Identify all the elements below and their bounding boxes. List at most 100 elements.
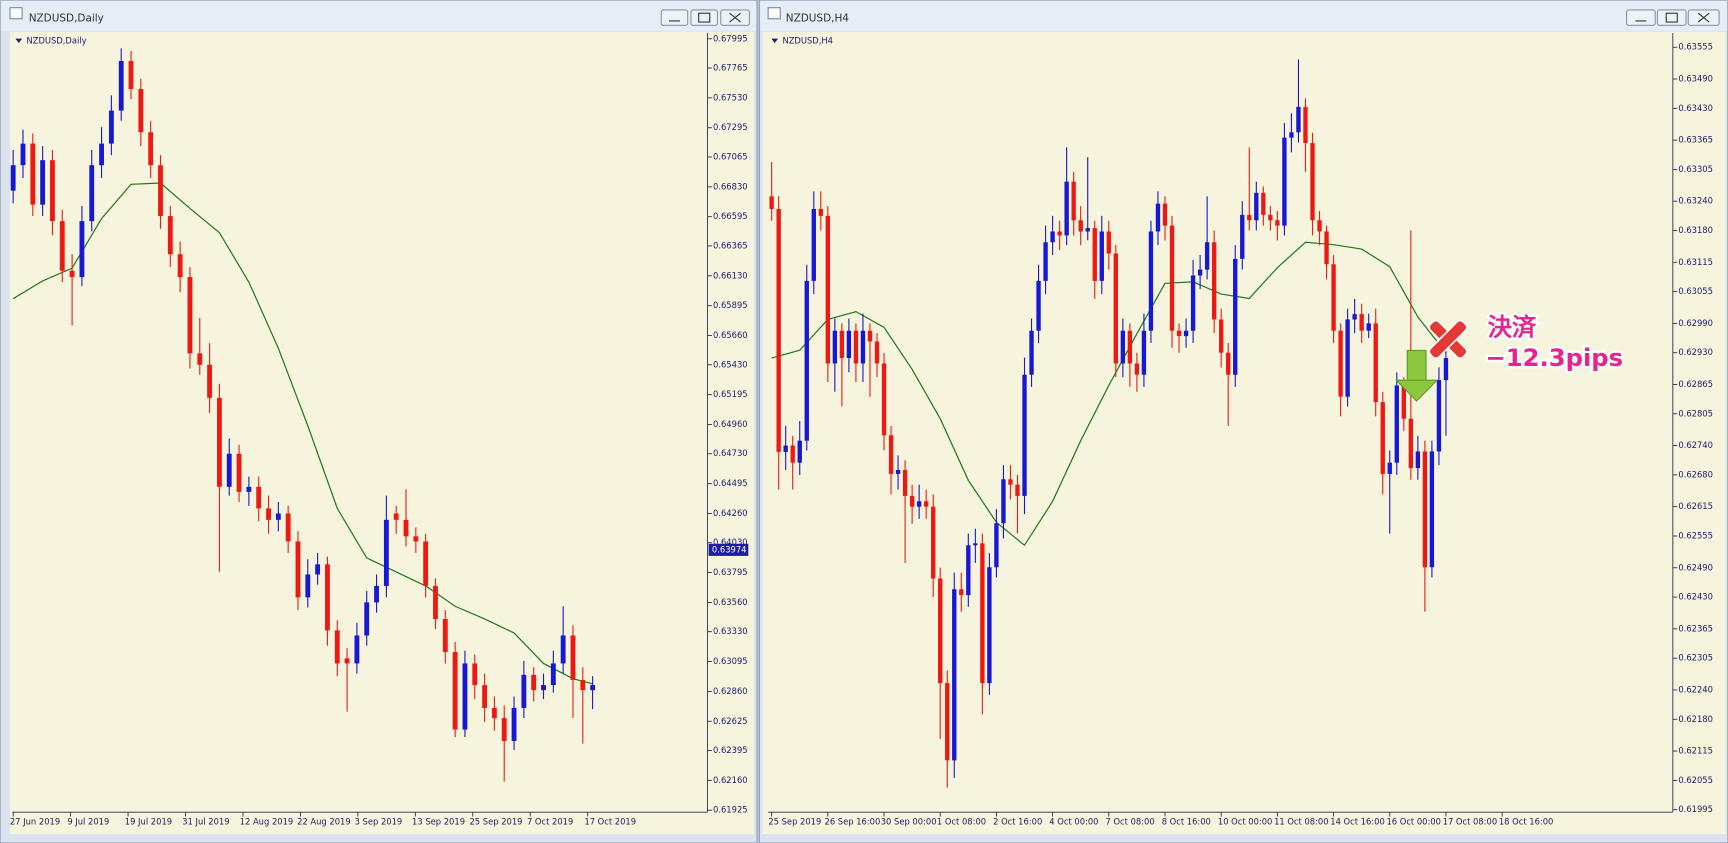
candle-body — [987, 567, 992, 684]
candle-body — [550, 663, 556, 686]
y-tick-label: 0.62615 — [1678, 501, 1713, 511]
candle-body — [285, 513, 291, 542]
candle-body — [931, 506, 936, 579]
candle-body — [769, 196, 774, 210]
trade-annotation: −12.3pips — [1486, 343, 1624, 372]
candle-body — [1408, 418, 1414, 469]
moving-average — [771, 241, 1447, 547]
x-tick-label: 13 Sep 2019 — [412, 817, 465, 827]
candle-body — [902, 470, 908, 496]
y-tick-label: 0.61925 — [713, 805, 748, 815]
candle-body — [1296, 106, 1301, 133]
candle-body — [383, 519, 389, 586]
moving-average — [12, 182, 593, 685]
x-tick-label: 11 Oct 08:00 — [1274, 817, 1329, 827]
candle-body — [364, 602, 370, 636]
restore-button[interactable] — [1656, 9, 1687, 26]
y-tick-label: 0.63795 — [713, 567, 748, 577]
candle-body — [1127, 330, 1133, 364]
candle-body — [325, 564, 330, 631]
candle-body — [1071, 181, 1076, 221]
y-tick-label: 0.64495 — [713, 478, 748, 488]
y-tick-label: 0.62160 — [713, 775, 748, 785]
candle-body — [1141, 330, 1147, 375]
y-tick-label: 0.64730 — [713, 448, 748, 458]
y-tick-label: 0.62740 — [1678, 440, 1713, 450]
candle-body — [423, 541, 429, 586]
restore-button[interactable] — [690, 9, 718, 26]
candle-body — [874, 341, 880, 364]
minimize-button[interactable] — [660, 9, 689, 26]
y-tick-label: 0.63555 — [1678, 42, 1713, 52]
candle-body — [1064, 181, 1069, 236]
candle-body — [973, 543, 978, 546]
x-tick-label: 8 Oct 16:00 — [1162, 817, 1211, 827]
y-tick-label: 0.62430 — [1678, 592, 1713, 602]
candle-body — [1036, 280, 1041, 331]
candle-body — [853, 330, 859, 364]
y-tick-label: 0.62305 — [1678, 653, 1713, 663]
candle-body — [966, 545, 971, 596]
y-tick-label: 0.61995 — [1678, 804, 1713, 814]
candle-body — [1338, 330, 1343, 397]
y-tick-label: 0.65430 — [713, 359, 748, 369]
candle-body — [1043, 242, 1048, 281]
y-tick-label: 0.66595 — [713, 211, 748, 221]
chart-area — [9, 31, 754, 835]
candle-body — [1310, 143, 1315, 221]
candle-body — [1436, 380, 1442, 452]
button-glyph — [729, 12, 741, 23]
candle-body — [1226, 352, 1231, 375]
window-buttons[interactable] — [660, 9, 750, 26]
x-tick-label: 3 Sep 2019 — [355, 817, 403, 827]
candle-body — [846, 330, 852, 359]
candle-body — [79, 221, 85, 278]
candle-body — [832, 330, 838, 364]
y-tick-label: 0.66365 — [713, 240, 748, 250]
candle-body — [1387, 462, 1392, 474]
candle-body — [895, 470, 901, 474]
y-tick-label: 0.63560 — [713, 597, 748, 607]
candle-body — [1029, 330, 1034, 375]
y-tick-label: 0.63430 — [1678, 103, 1713, 113]
candle-body — [1106, 231, 1111, 254]
candle-body — [177, 254, 183, 278]
button-glyph — [1665, 12, 1678, 23]
candle-body — [1324, 231, 1329, 265]
candle-body — [1373, 323, 1378, 403]
candle-body — [226, 453, 232, 487]
candle-body — [1134, 363, 1140, 375]
candle-body — [50, 160, 55, 222]
candle-body — [452, 652, 458, 730]
candle-body — [1015, 484, 1020, 496]
y-tick-label: 0.66130 — [713, 270, 748, 280]
y-tick-label: 0.63180 — [1678, 225, 1713, 235]
candle-body — [59, 221, 65, 271]
candle-body — [1268, 214, 1273, 221]
x-tick-label: 26 Sep 16:00 — [825, 817, 881, 827]
candle-body — [354, 635, 360, 664]
candle-body — [1352, 314, 1357, 320]
candle-body — [442, 618, 448, 653]
candle-body — [1359, 314, 1364, 331]
candle-body — [148, 132, 154, 166]
candle-body — [1233, 258, 1238, 375]
window-buttons[interactable] — [1626, 9, 1720, 26]
arrow-head — [1394, 379, 1439, 402]
candle-body — [560, 635, 566, 664]
minimize-button[interactable] — [1626, 9, 1656, 26]
candle-body — [30, 143, 36, 205]
y-tick-label: 0.67530 — [713, 92, 748, 102]
y-tick-label: 0.64960 — [713, 419, 748, 429]
candle-body — [1162, 203, 1168, 226]
chart-title: NZDUSD,H4 — [782, 35, 833, 45]
y-tick-label: 0.62625 — [713, 716, 748, 726]
candle-body — [570, 635, 576, 680]
candle-body — [1169, 225, 1175, 331]
candle-body — [197, 353, 203, 365]
x-tick-label: 19 Jul 2019 — [125, 817, 172, 827]
candle-body — [590, 685, 596, 691]
candle-body — [1443, 358, 1449, 381]
candle-body — [1057, 231, 1062, 236]
candle-body — [1120, 330, 1126, 364]
